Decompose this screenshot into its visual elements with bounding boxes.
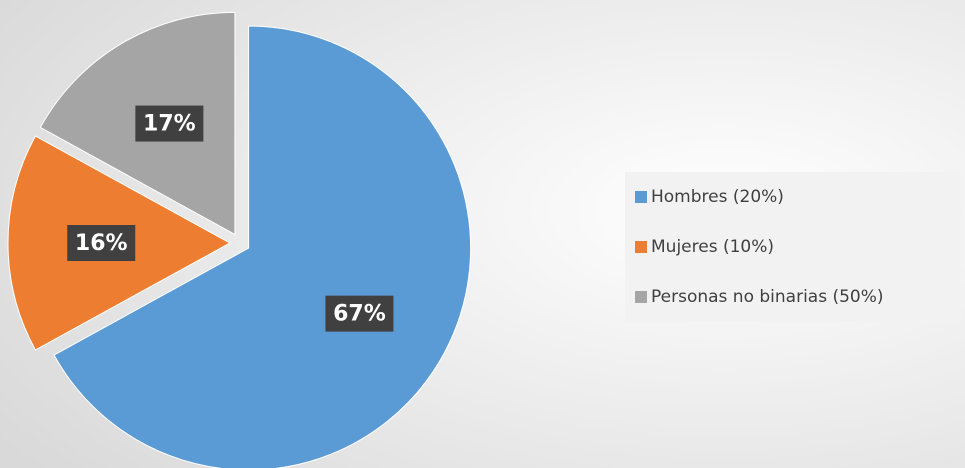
legend-swatch bbox=[635, 191, 647, 203]
legend-label: Mujeres (10%) bbox=[651, 237, 774, 257]
legend-label: Hombres (20%) bbox=[651, 187, 784, 207]
data-label-box bbox=[325, 295, 394, 332]
data-label-box bbox=[67, 225, 136, 261]
legend-swatch bbox=[635, 291, 647, 303]
data-label: 16% bbox=[75, 231, 128, 256]
pie-slice bbox=[53, 25, 472, 468]
data-label: 17% bbox=[143, 112, 196, 137]
legend-box bbox=[625, 172, 961, 322]
legend-swatch bbox=[635, 241, 647, 253]
data-label-box bbox=[135, 105, 204, 142]
data-label: 67% bbox=[333, 302, 386, 327]
legend-label: Personas no binarias (50%) bbox=[651, 287, 884, 307]
